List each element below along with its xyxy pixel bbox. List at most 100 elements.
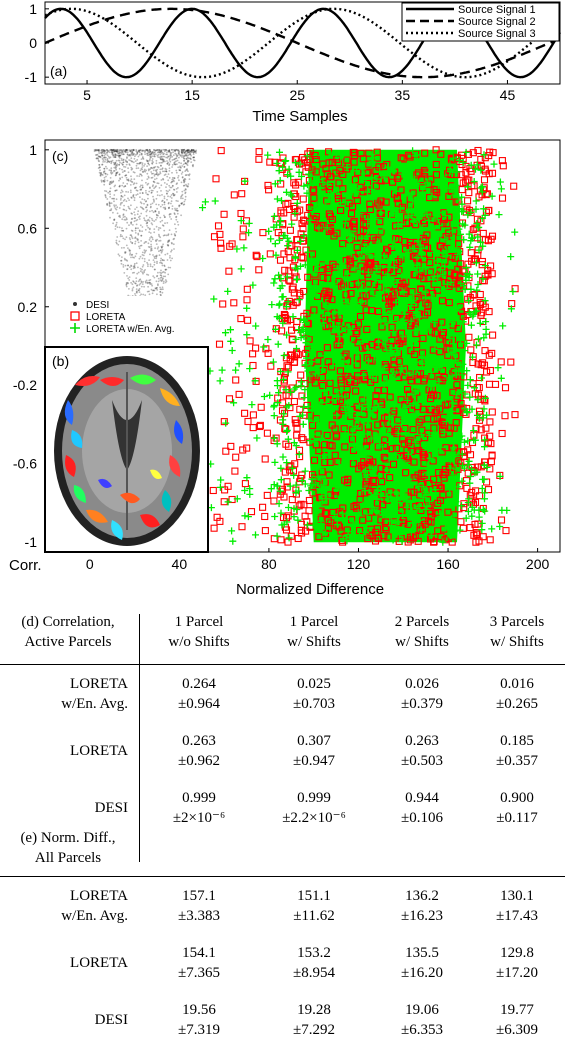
loreta-enavg-point — [494, 364, 502, 372]
loreta-point — [298, 434, 306, 442]
desi-point — [161, 250, 163, 253]
desi-point — [127, 277, 130, 280]
desi-point — [134, 282, 137, 284]
loreta-enavg-point — [326, 329, 334, 337]
desi-point — [136, 193, 139, 196]
loreta-enavg-point — [346, 376, 354, 384]
loreta-enavg-point — [292, 442, 300, 450]
loreta-enavg-point — [497, 185, 505, 193]
loreta-enavg-point — [292, 489, 300, 497]
loreta-enavg-point — [400, 307, 408, 315]
loreta-enavg-point — [466, 376, 474, 384]
desi-point — [121, 184, 124, 187]
desi-point — [163, 214, 165, 217]
desi-point — [113, 148, 116, 151]
loreta-enavg-point — [405, 207, 412, 215]
loreta-point — [253, 253, 261, 261]
loreta-point — [362, 221, 370, 229]
loreta-enavg-point — [376, 441, 384, 449]
loreta-enavg-point — [325, 196, 333, 204]
desi-point — [167, 241, 169, 244]
loreta-point — [480, 277, 488, 285]
cell-std: ±0.117 — [496, 810, 538, 826]
loreta-enavg-point — [463, 339, 471, 347]
desi-point — [107, 149, 110, 152]
desi-point — [102, 161, 104, 163]
legend-marker-desi — [73, 302, 77, 306]
loreta-enavg-point — [366, 220, 374, 228]
desi-point — [125, 285, 128, 288]
desi-point — [151, 151, 154, 154]
desi-point — [162, 206, 165, 209]
desi-point — [147, 168, 150, 171]
desi-point — [108, 169, 111, 172]
desi-point — [116, 172, 118, 174]
desi-point — [146, 178, 149, 181]
loreta-enavg-point — [322, 475, 329, 483]
desi-point — [174, 152, 177, 155]
desi-point — [138, 229, 141, 232]
loreta-enavg-point — [228, 527, 236, 535]
cell-std: ±0.357 — [496, 753, 538, 769]
desi-point — [160, 190, 162, 192]
cell-mean: 154.1 — [182, 945, 216, 961]
desi-point — [156, 216, 158, 219]
desi-point — [116, 150, 118, 153]
desi-point — [161, 168, 163, 171]
desi-point — [170, 197, 173, 199]
desi-point — [104, 158, 107, 161]
loreta-point — [457, 171, 465, 179]
loreta-point — [498, 157, 506, 165]
desi-point — [114, 162, 116, 165]
desi-point — [172, 193, 175, 195]
loreta-point — [289, 263, 297, 271]
loreta-enavg-point — [367, 299, 375, 307]
desi-point — [133, 220, 136, 223]
loreta-enavg-point — [437, 510, 445, 518]
desi-point — [135, 219, 138, 222]
loreta-point — [286, 277, 294, 285]
desi-point — [114, 154, 117, 157]
loreta-enavg-point — [275, 167, 283, 175]
desi-point — [158, 162, 161, 164]
loreta-enavg-point — [448, 372, 456, 380]
desi-point — [187, 160, 190, 162]
desi-point — [109, 183, 111, 186]
desi-point — [103, 167, 106, 170]
desi-point — [176, 212, 179, 215]
loreta-enavg-point — [279, 319, 287, 327]
loreta-enavg-point — [417, 526, 425, 534]
desi-point — [169, 195, 172, 198]
desi-point — [181, 197, 184, 200]
desi-point — [111, 197, 113, 200]
desi-point — [129, 234, 132, 237]
desi-point — [141, 207, 144, 210]
loreta-point — [309, 187, 317, 195]
loreta-enavg-point — [283, 188, 290, 196]
desi-point — [161, 291, 164, 294]
desi-point — [134, 266, 136, 269]
loreta-enavg-point — [405, 185, 412, 193]
desi-point — [113, 154, 116, 157]
desi-point — [152, 151, 155, 154]
loreta-point — [467, 346, 475, 354]
desi-point — [108, 157, 111, 159]
desi-point — [164, 160, 166, 163]
loreta-enavg-point — [474, 233, 482, 241]
loreta-enavg-point — [433, 279, 441, 287]
desi-point — [131, 150, 134, 153]
loreta-enavg-point — [394, 382, 402, 390]
desi-point — [127, 247, 129, 250]
loreta-point — [283, 362, 291, 370]
desi-point — [173, 163, 176, 166]
desi-point — [120, 191, 122, 194]
desi-point — [181, 171, 184, 174]
loreta-enavg-point — [270, 223, 278, 231]
desi-point — [141, 168, 144, 171]
loreta-point — [511, 411, 519, 419]
desi-point — [101, 163, 104, 166]
desi-point — [147, 274, 150, 276]
loreta-enavg-point — [408, 342, 416, 350]
loreta-point — [466, 451, 475, 459]
desi-point — [160, 150, 163, 153]
